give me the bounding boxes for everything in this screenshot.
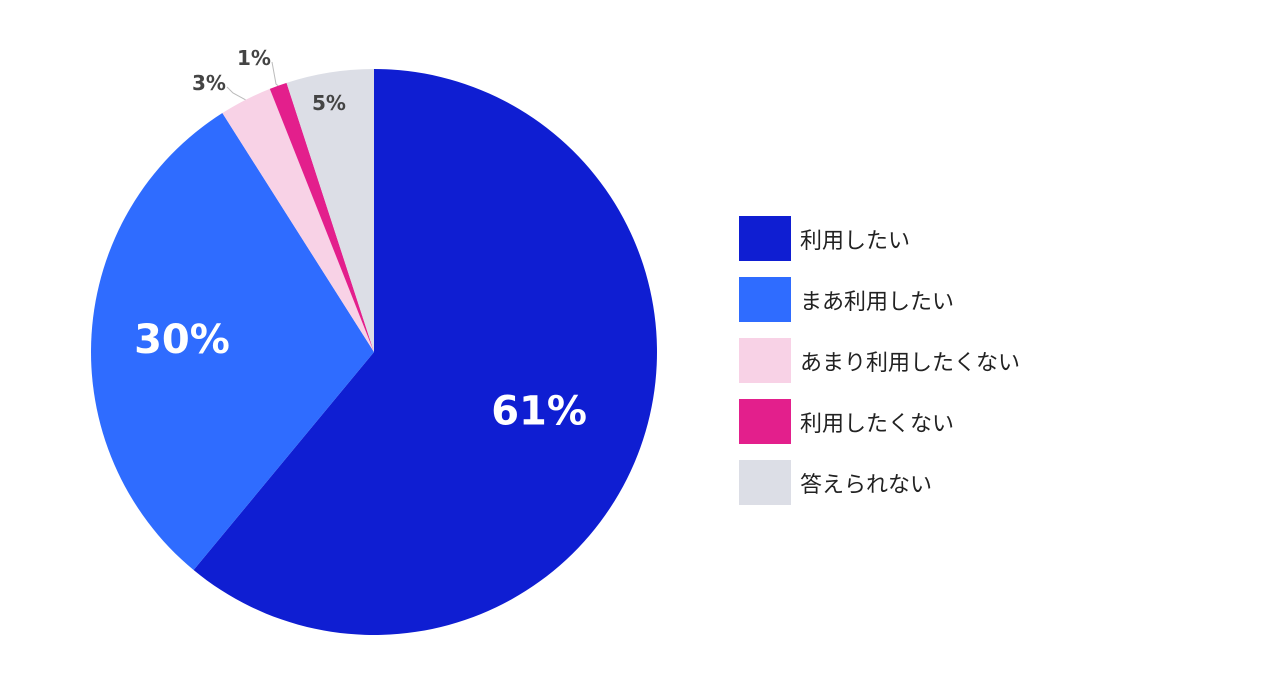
legend-item-cannot-answer: 答えられない xyxy=(739,460,1020,505)
legend-label: まあ利用したい xyxy=(800,289,955,315)
pie-slice xyxy=(90,113,375,571)
legend-swatch xyxy=(739,216,791,261)
legend-swatch xyxy=(739,460,791,505)
legend-swatch xyxy=(739,277,791,322)
pie-slices xyxy=(90,69,657,635)
slice-value-label: 30% xyxy=(134,317,230,363)
legend-item-not-really-want-to-use: あまり利用したくない xyxy=(739,338,1020,383)
slice-value-labels: 61% 30% 3% 1% 5% xyxy=(134,46,587,434)
leader-lines xyxy=(226,61,279,101)
leader-line xyxy=(271,61,279,87)
legend-item-want-to-use: 利用したい xyxy=(739,216,1020,261)
legend-label: あまり利用したくない xyxy=(800,350,1021,376)
legend-swatch xyxy=(739,338,791,383)
legend: 利用したい まあ利用したい あまり利用したくない 利用したくない 答えられない xyxy=(739,216,1020,521)
legend-label: 答えられない xyxy=(800,472,933,498)
slice-value-label: 3% xyxy=(192,71,226,95)
slice-value-label: 5% xyxy=(312,91,346,115)
slice-value-label: 1% xyxy=(237,46,271,70)
pie-slice xyxy=(193,69,657,635)
legend-label: 利用したくない xyxy=(800,411,955,437)
pie-slice xyxy=(222,88,374,352)
legend-swatch xyxy=(739,399,791,444)
legend-item-somewhat-want-to-use: まあ利用したい xyxy=(739,277,1020,322)
legend-item-do-not-want-to-use: 利用したくない xyxy=(739,399,1020,444)
pie-slice xyxy=(286,69,374,352)
leader-line xyxy=(226,86,246,101)
slice-value-label: 61% xyxy=(491,388,587,434)
legend-label: 利用したい xyxy=(800,228,911,254)
pie-slice xyxy=(269,82,374,352)
